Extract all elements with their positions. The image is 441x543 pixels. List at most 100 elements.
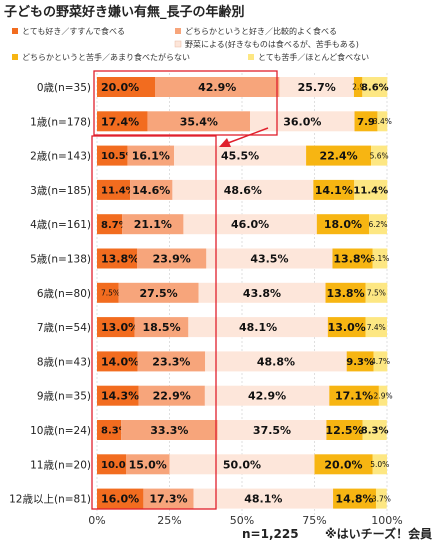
data-label: 36.0% bbox=[283, 115, 321, 128]
data-label: 2.9 bbox=[352, 83, 364, 92]
data-label: 17.4% bbox=[101, 115, 139, 128]
bar-segment bbox=[371, 145, 388, 166]
bar-segment bbox=[250, 111, 355, 132]
data-label: 37.5% bbox=[253, 424, 291, 437]
legend-label-1: とても好き／すすんで食べる bbox=[22, 26, 125, 36]
data-label: 10.5% bbox=[101, 151, 136, 162]
data-label: 23.9% bbox=[153, 252, 191, 265]
data-label: 7.9 bbox=[357, 117, 375, 128]
bar-segment bbox=[97, 454, 126, 475]
bar-segment bbox=[97, 317, 135, 338]
data-label: 13.0% bbox=[101, 321, 139, 334]
category-label: 6歳(n=80) bbox=[37, 288, 91, 300]
category-label: 12歳以上(n=81) bbox=[9, 494, 91, 506]
bar-segment bbox=[372, 248, 388, 269]
bar-segment bbox=[354, 179, 388, 200]
data-label: 45.5% bbox=[221, 150, 259, 163]
bar-segment bbox=[127, 145, 175, 166]
bar-segment bbox=[306, 145, 372, 166]
data-label: 5.0% bbox=[370, 460, 389, 469]
category-label: 0歳(n=35) bbox=[37, 82, 91, 94]
data-label: 14.0% bbox=[101, 355, 139, 368]
data-label: 17.3% bbox=[149, 493, 187, 506]
data-label: 48.1% bbox=[239, 321, 277, 334]
data-label: 48.1% bbox=[244, 493, 282, 506]
source-note: ※はいチーズ！会員 bbox=[325, 526, 432, 541]
bar-segment bbox=[205, 351, 347, 372]
bar-segment bbox=[365, 317, 387, 338]
data-label: 3.4% bbox=[373, 117, 392, 126]
highlight-arrow-head bbox=[219, 138, 231, 147]
bar-segment bbox=[365, 282, 388, 303]
bar-segment bbox=[314, 454, 373, 475]
data-label: 13.8% bbox=[333, 252, 371, 265]
data-label: 27.5% bbox=[140, 287, 178, 300]
data-label: 14.1% bbox=[315, 184, 353, 197]
bar-segment bbox=[346, 351, 374, 372]
bar-segment bbox=[155, 77, 280, 97]
legend: とても好き／すすんで食べる どちらかというと好き／比較的よく食べる野菜による(好き… bbox=[12, 26, 369, 62]
data-label: 13.0% bbox=[328, 321, 366, 334]
highlight-box-top bbox=[93, 70, 278, 136]
category-label: 5歳(n=138) bbox=[30, 254, 91, 266]
data-label: 43.5% bbox=[250, 252, 288, 265]
bar-segment bbox=[118, 282, 199, 303]
data-label: 8.6% bbox=[361, 83, 389, 94]
sample-size-note: n=1,225 bbox=[242, 527, 299, 541]
bar-segment bbox=[333, 488, 376, 509]
data-label: 48.6% bbox=[224, 184, 262, 197]
bar-segment bbox=[329, 385, 379, 406]
data-label: 7.4% bbox=[367, 323, 386, 332]
bar-segment bbox=[332, 248, 373, 269]
data-label: 20.0% bbox=[101, 81, 139, 94]
bar-segment bbox=[97, 282, 119, 303]
bar-segment bbox=[138, 385, 205, 406]
data-label: 14.6% bbox=[132, 184, 170, 197]
category-label: 2歳(n=143) bbox=[30, 151, 91, 163]
bars: 20.0% 42.9% 25.7% 2.98.6% 17.4% 35.4% 36.0% 7.9… bbox=[97, 77, 393, 509]
bar-segment bbox=[130, 179, 173, 200]
bar-segment bbox=[327, 317, 366, 338]
category-label: 4歳(n=161) bbox=[30, 219, 91, 231]
legend-label-5: とても苦手／ほとんど食べない bbox=[258, 52, 369, 62]
bar-segment bbox=[313, 179, 355, 200]
data-label: 18.5% bbox=[142, 321, 180, 334]
legend-label-4: どちらかというと苦手／あまり食べたがらない bbox=[22, 52, 190, 62]
data-label: 46.0% bbox=[231, 218, 269, 231]
bar-segment bbox=[97, 351, 138, 372]
category-label: 1歳(n=178) bbox=[30, 116, 91, 128]
bar-segment bbox=[97, 77, 155, 97]
legend-label-3: 野菜による(好きなものは食べるが、苦手もある) bbox=[185, 39, 359, 49]
chart-title: 子どもの野菜好き嫌い有無_長子の年齢別 bbox=[4, 4, 245, 20]
bar-segment bbox=[316, 214, 370, 235]
data-label: 21.1% bbox=[134, 218, 172, 231]
highlight-arrow-line bbox=[227, 127, 269, 144]
bar-segment bbox=[172, 179, 314, 200]
highlight-box-large bbox=[91, 135, 217, 510]
data-label: 23.3% bbox=[152, 355, 190, 368]
bar-segment bbox=[373, 351, 388, 372]
data-label: 14.8% bbox=[335, 493, 373, 506]
bar-segment bbox=[134, 317, 189, 338]
data-label: 25.7% bbox=[298, 81, 336, 94]
bar-segment bbox=[137, 351, 206, 372]
data-label: 7.5% bbox=[367, 289, 386, 298]
category-label: 9歳(n=35) bbox=[37, 391, 91, 403]
highlight-boxes bbox=[91, 70, 278, 510]
x-axis-ticks: 0% 25% 50% 75% 100% bbox=[88, 514, 402, 527]
data-label: 22.9% bbox=[153, 390, 191, 403]
data-label: 33.3% bbox=[150, 424, 188, 437]
x-tick-label: 50% bbox=[230, 514, 254, 527]
bar-segment bbox=[279, 77, 354, 97]
bar-segment bbox=[198, 282, 326, 303]
data-label: 6.2% bbox=[368, 220, 387, 229]
data-label: 10.0% bbox=[101, 460, 136, 471]
bar-segment bbox=[326, 420, 363, 440]
bar-segment bbox=[353, 77, 363, 97]
bar-segment bbox=[97, 179, 131, 200]
legend-swatch-5 bbox=[248, 54, 254, 60]
bar-segment bbox=[169, 454, 315, 475]
data-label: 18.0% bbox=[324, 218, 362, 231]
bar-segment bbox=[183, 214, 317, 235]
